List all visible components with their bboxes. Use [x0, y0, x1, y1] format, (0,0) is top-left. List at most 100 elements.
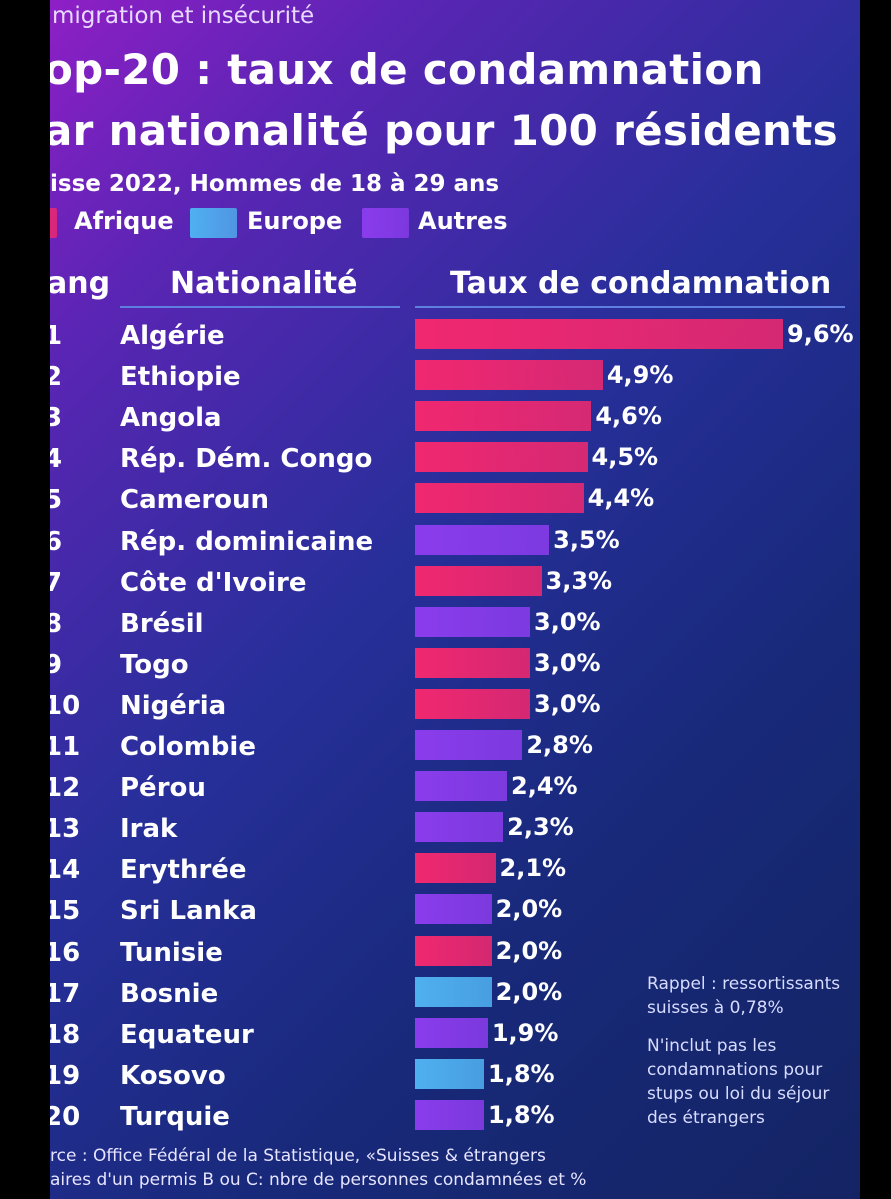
bar-afrique	[415, 319, 783, 349]
row-nationality-label: Sri Lanka	[120, 896, 257, 927]
bar-afrique	[415, 935, 492, 966]
row-nationality-label: Tunisie	[120, 937, 223, 968]
row-nationality-label: Kosovo	[120, 1060, 226, 1091]
row-rank: 9	[50, 649, 63, 680]
row-nationality-label: Rép. Dém. Congo	[120, 444, 373, 475]
bar-value-label: 9,6%	[787, 320, 854, 348]
legend-swatch-europe	[190, 208, 237, 238]
row-rank: 17	[50, 978, 81, 1009]
row-rank: 15	[50, 896, 81, 927]
bar-afrique	[415, 565, 542, 596]
bar-value-label: 2,3%	[507, 813, 574, 842]
bar-autres	[415, 771, 507, 802]
bar-autres	[415, 524, 550, 555]
bar-value-label: 3,0%	[534, 689, 601, 718]
bar-value-label: 4,4%	[587, 484, 655, 513]
legend-label-europe: Europe	[247, 207, 343, 235]
bar-europe	[415, 1058, 484, 1089]
bar-afrique	[415, 483, 584, 514]
bar-afrique	[415, 442, 588, 473]
bar-value-label: 4,6%	[595, 402, 662, 431]
bar-afrique	[415, 647, 530, 678]
row-rank: 18	[50, 1019, 81, 1050]
bar-value-label: 3,0%	[534, 607, 601, 636]
row-rank: 6	[50, 526, 63, 557]
row-rank: 7	[50, 567, 63, 598]
row-rank: 2	[50, 362, 63, 393]
row-nationality-label: Pérou	[120, 773, 206, 804]
topic-tagline: migration et insécurité	[52, 3, 315, 29]
bar-value-label: 4,9%	[606, 361, 674, 390]
column-header-nationality: Nationalité	[170, 266, 358, 301]
legend-label-afrique: Afrique	[74, 207, 174, 235]
bar-value-label: 2,0%	[495, 936, 563, 965]
source-line-2: aires d'un permis B ou C: nbre de person…	[50, 1170, 587, 1190]
row-rank: 8	[50, 608, 63, 639]
legend-item-afrique: Afrique	[50, 206, 210, 240]
bar-value-label: 1,8%	[488, 1100, 555, 1129]
row-nationality-label: Cameroun	[120, 485, 270, 516]
bar-value-label: 3,3%	[545, 566, 613, 595]
source-footnote: rce : Office Fédéral de la Statistique, …	[50, 1144, 850, 1192]
row-nationality-label: Turquie	[120, 1101, 230, 1132]
chart-subtitle: isse 2022, Hommes de 18 à 29 ans	[50, 171, 500, 197]
bar-value-label: 2,4%	[511, 772, 578, 801]
bar-autres	[415, 730, 523, 760]
row-nationality-label: Colombie	[120, 732, 256, 762]
row-nationality-label: Côte d'Ivoire	[120, 567, 307, 598]
row-nationality-label: Nigéria	[120, 690, 227, 721]
bar-value-label: 2,8%	[526, 731, 593, 759]
row-nationality-label: Rép. dominicaine	[120, 526, 374, 557]
row-rank: 4	[50, 444, 63, 475]
row-rank: 19	[50, 1060, 81, 1091]
row-nationality-label: Bosnie	[120, 978, 219, 1009]
bar-value-label: 2,0%	[495, 977, 563, 1006]
bar-value-label: 2,1%	[499, 854, 567, 883]
bar-value-label: 1,8%	[488, 1059, 555, 1088]
row-rank: 10	[50, 690, 81, 721]
bar-afrique	[415, 401, 592, 432]
bar-value-label: 1,9%	[491, 1018, 559, 1047]
bar-afrique	[415, 360, 603, 391]
exclusion-note: N'inclut pas les condamnations pour stup…	[647, 1036, 830, 1128]
row-rank: 14	[50, 855, 81, 886]
row-nationality-label: Algérie	[120, 321, 225, 351]
row-rank: 16	[50, 937, 81, 968]
row-rank: 3	[50, 403, 63, 434]
row-nationality-label: Equateur	[120, 1019, 254, 1050]
bar-autres	[415, 1017, 488, 1048]
rate-header-underline	[415, 306, 845, 308]
row-nationality-label: Angola	[120, 403, 222, 434]
row-rank: 13	[50, 814, 81, 845]
bar-value-label: 3,5%	[553, 525, 620, 554]
bar-autres	[415, 1099, 484, 1130]
legend-label-autres: Autres	[418, 207, 508, 235]
bar-autres	[415, 894, 492, 925]
reminder-note: Rappel : ressortissants suisses à 0,78%	[647, 974, 841, 1018]
column-header-rate: Taux de condamnation	[450, 266, 832, 301]
row-nationality-label: Brésil	[120, 608, 204, 639]
row-rank: 12	[50, 773, 81, 804]
legend-swatch-afrique	[50, 208, 57, 238]
row-rank: 20	[50, 1101, 81, 1132]
chart-title-line2: ar nationalité pour 100 résidents	[50, 106, 838, 155]
bar-afrique	[415, 688, 530, 719]
chart-title-line1: op-20 : taux de condamnation	[50, 45, 764, 94]
bar-europe	[415, 976, 492, 1007]
row-nationality-label: Irak	[120, 814, 178, 845]
legend-item-autres: Autres	[362, 206, 532, 240]
legend-item-europe: Europe	[190, 206, 360, 240]
bar-value-label: 3,0%	[534, 648, 601, 677]
legend-swatch-autres	[362, 208, 409, 238]
nationality-header-underline	[120, 306, 400, 308]
bar-autres	[415, 812, 504, 843]
row-nationality-label: Erythrée	[120, 855, 247, 886]
row-rank: 5	[50, 485, 63, 516]
column-header-rank: ang	[50, 266, 111, 301]
source-line-1: rce : Office Fédéral de la Statistique, …	[50, 1146, 546, 1166]
bar-value-label: 2,0%	[495, 895, 563, 924]
infographic-panel: migration et insécurité op-20 : taux de …	[50, 0, 860, 1199]
bar-value-label: 4,5%	[591, 443, 659, 472]
row-nationality-label: Ethiopie	[120, 362, 241, 393]
bar-autres	[415, 606, 530, 637]
